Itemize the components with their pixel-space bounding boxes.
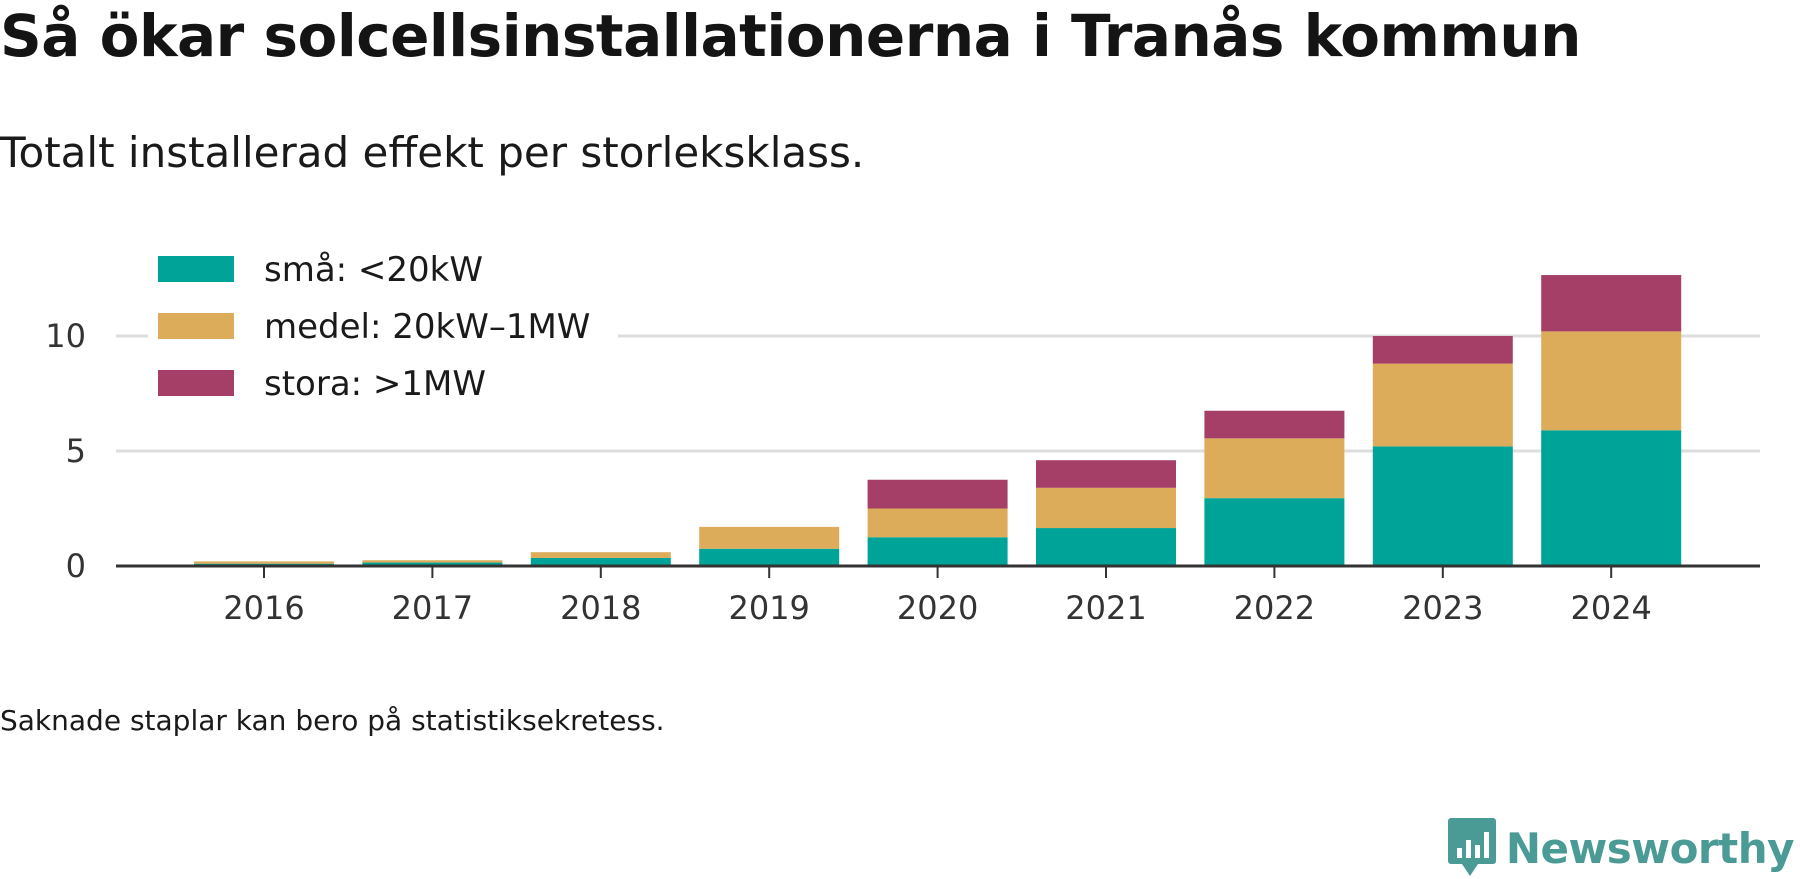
legend: små: <20kW medel: 20kW–1MW stora: >1MW: [148, 240, 618, 421]
bar-chart-speech-bubble-icon: [1447, 818, 1496, 876]
bar-2018-series-0: [530, 557, 671, 566]
bar-2017-series-1: [362, 560, 503, 563]
bar-2023-series-1: [1372, 363, 1513, 447]
bar-2021-series-1: [1036, 487, 1176, 529]
bar-2018-series-1: [530, 552, 671, 558]
chart-title: Så ökar solcellsinstallationerna i Tranå…: [0, 2, 1581, 70]
x-tick-label-2018: 2018: [560, 589, 641, 627]
chart-area: 0 5 10 2016 2017 2018 2019 2020 2021 2022 2023 2024…: [0, 240, 1800, 644]
x-tick-label-2020: 2020: [897, 589, 978, 627]
bars: [194, 275, 1682, 566]
bar-2023-series-0: [1372, 446, 1513, 566]
bar-2019-series-0: [699, 548, 840, 566]
legend-swatch-0: [158, 256, 234, 282]
footnote: Saknade staplar kan bero på statistiksek…: [0, 704, 665, 737]
bar-2019-series-1: [699, 526, 840, 549]
chart-subtitle: Totalt installerad effekt per storlekskl…: [0, 128, 865, 177]
x-tick-label-2021: 2021: [1065, 589, 1146, 627]
bar-2022-series-1: [1204, 438, 1345, 499]
legend-label-1: medel: 20kW–1MW: [264, 307, 590, 347]
bar-2017-series-0: [362, 562, 503, 566]
legend-swatch-1: [158, 313, 234, 339]
bar-2020-series-0: [867, 537, 1008, 566]
x-tick-label-2017: 2017: [392, 589, 473, 627]
legend-label-0: små: <20kW: [264, 250, 483, 290]
x-tick-label-2024: 2024: [1570, 589, 1651, 627]
y-tick-label-10: 10: [45, 317, 86, 355]
bar-2021-series-2: [1036, 460, 1176, 488]
bar-2021-series-0: [1036, 528, 1176, 566]
bar-2024-series-2: [1541, 275, 1682, 332]
bar-2016-series-1: [194, 561, 334, 564]
stacked-bar-chart: 0 5 10 2016 2017 2018 2019 2020 2021 2022 2023 2024…: [45, 240, 1760, 627]
bar-2020-series-1: [867, 508, 1008, 538]
legend-swatch-2: [158, 370, 234, 396]
bar-2022-series-0: [1204, 498, 1345, 566]
axes: 0 5 10 2016 2017 2018 2019 2020 2021 2022 2023 2024: [45, 317, 1760, 627]
brand-logo-group: Newsworthy: [1447, 818, 1795, 878]
x-tick-label-2016: 2016: [223, 589, 304, 627]
bar-2023-series-2: [1372, 336, 1513, 364]
brand-name: Newsworthy: [1505, 823, 1795, 873]
legend-label-2: stora: >1MW: [264, 364, 486, 404]
x-tick-label-2022: 2022: [1234, 589, 1315, 627]
bar-2024-series-1: [1541, 331, 1682, 431]
bar-2024-series-0: [1541, 430, 1682, 566]
y-tick-label-5: 5: [66, 432, 86, 470]
x-tick-label-2019: 2019: [728, 589, 809, 627]
bar-2020-series-2: [867, 479, 1008, 509]
bar-2022-series-2: [1204, 410, 1345, 439]
y-tick-label-0: 0: [66, 547, 86, 585]
x-tick-label-2023: 2023: [1402, 589, 1483, 627]
